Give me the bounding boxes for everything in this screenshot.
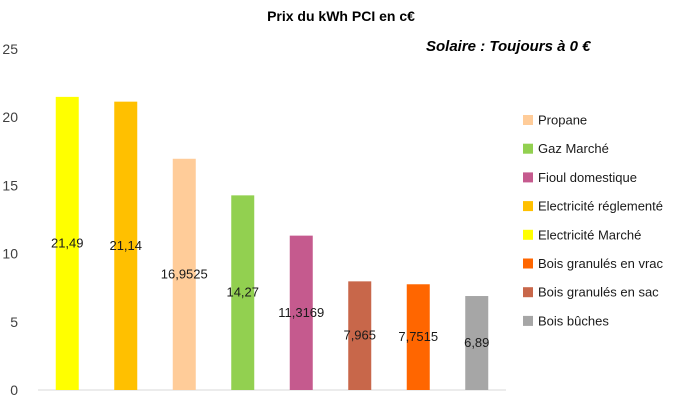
legend-swatch bbox=[523, 315, 533, 326]
bar bbox=[55, 96, 79, 390]
solar-annotation: Solaire : Toujours à 0 € bbox=[426, 38, 591, 55]
data-label: 6,89 bbox=[464, 335, 489, 350]
bar bbox=[406, 284, 430, 390]
bar bbox=[348, 281, 372, 390]
legend-swatch bbox=[523, 229, 533, 240]
legend-label: Fioul domestique bbox=[538, 170, 637, 185]
legend-entry: Propane bbox=[523, 113, 587, 128]
legend-swatch bbox=[523, 115, 533, 125]
data-label: 11,3169 bbox=[278, 305, 324, 320]
data-label: 21,49 bbox=[51, 235, 84, 250]
data-label: 16,9525 bbox=[161, 266, 208, 281]
legend-label: Bois granulés en vrac bbox=[538, 256, 664, 271]
legend-label: Electricité Marché bbox=[538, 227, 641, 242]
legend-swatch bbox=[523, 172, 533, 183]
data-labels: 21,49 21,14 16,9525 14,27 11,3169 7,965 7,7515… bbox=[51, 235, 489, 350]
legend-label: Bois granulés en sac bbox=[538, 285, 659, 300]
data-label: 7,965 bbox=[343, 328, 376, 343]
legend-entry: Gaz Marché bbox=[523, 141, 609, 156]
legend-entry: Bois granulés en sac bbox=[523, 285, 659, 300]
legend: Propane Gaz Marché Fioul domestique Electri… bbox=[523, 113, 664, 328]
legend-swatch bbox=[523, 201, 533, 212]
legend-swatch bbox=[523, 287, 533, 298]
y-tick-label: 20 bbox=[2, 109, 18, 125]
legend-entry: Electricité réglementé bbox=[523, 199, 663, 214]
legend-label: Gaz Marché bbox=[538, 141, 609, 156]
legend-entry: Electricité Marché bbox=[523, 227, 641, 242]
y-tick-label: 5 bbox=[10, 314, 18, 330]
data-label: 7,7515 bbox=[398, 329, 438, 344]
legend-swatch bbox=[523, 258, 533, 269]
bar bbox=[172, 158, 196, 390]
y-tick-label: 15 bbox=[2, 177, 18, 193]
y-tick-label: 25 bbox=[2, 41, 18, 57]
bar bbox=[465, 296, 489, 390]
legend-swatch bbox=[523, 143, 533, 154]
legend-label: Propane bbox=[538, 113, 587, 128]
data-label: 14,27 bbox=[226, 285, 259, 300]
legend-entry: Fioul domestique bbox=[523, 170, 637, 185]
bars bbox=[55, 96, 489, 391]
legend-label: Bois bûches bbox=[538, 313, 609, 328]
y-tick-label: 10 bbox=[2, 246, 18, 262]
legend-label: Electricité réglementé bbox=[538, 199, 663, 214]
bar bbox=[231, 195, 255, 390]
legend-entry: Bois granulés en vrac bbox=[523, 256, 664, 271]
chart-title: Prix du kWh PCI en c€ bbox=[267, 8, 415, 24]
legend-entry: Bois bûches bbox=[523, 313, 609, 328]
bar bbox=[114, 101, 138, 391]
bar bbox=[289, 235, 313, 390]
y-tick-label: 0 bbox=[10, 382, 18, 398]
data-label: 21,14 bbox=[109, 238, 142, 253]
